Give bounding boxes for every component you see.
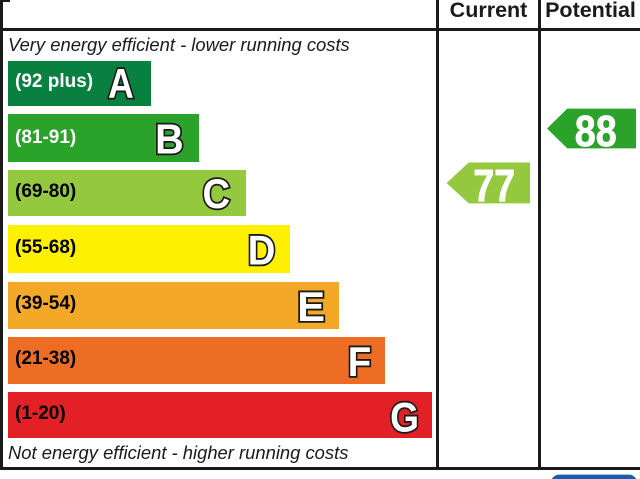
svg-text:A: A bbox=[108, 60, 134, 107]
svg-text:F: F bbox=[348, 338, 372, 385]
svg-text:G: G bbox=[390, 393, 419, 440]
svg-text:88: 88 bbox=[575, 107, 617, 156]
svg-text:B: B bbox=[155, 116, 184, 163]
svg-text:77: 77 bbox=[473, 160, 515, 211]
svg-text:E: E bbox=[297, 283, 325, 330]
svg-text:C: C bbox=[203, 170, 231, 217]
svg-text:D: D bbox=[248, 227, 276, 274]
